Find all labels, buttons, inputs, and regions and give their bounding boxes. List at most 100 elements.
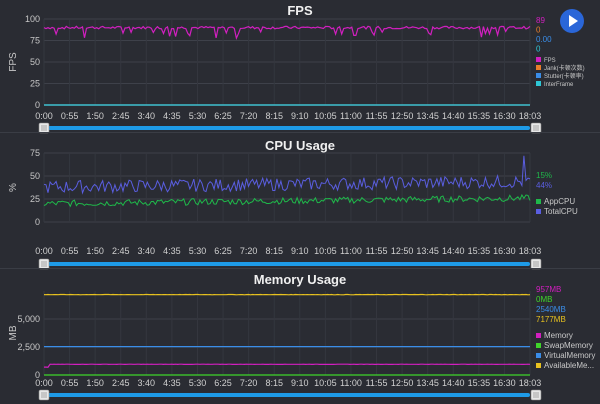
panel-divider (0, 132, 600, 133)
y-tick-label: 75 (30, 36, 40, 46)
slider-track[interactable] (44, 262, 530, 266)
range-slider[interactable] (38, 258, 542, 270)
x-tick-label: 1:50 (86, 246, 104, 256)
play-icon (569, 15, 578, 27)
current-value: 957MB (536, 285, 561, 294)
x-tick-label: 14:40 (442, 378, 465, 388)
panel-divider (0, 268, 600, 269)
x-tick-label: 4:35 (163, 111, 181, 121)
legend-swatch (536, 81, 541, 86)
legend-label: Stutter(卡顿率) (544, 72, 584, 80)
x-tick-label: 16:30 (493, 378, 516, 388)
x-tick-label: 9:10 (291, 246, 309, 256)
x-tick-label: 8:15 (265, 378, 283, 388)
chart-3: Memory Usage MB 0 2,500 5,000 0:00 0:55 1:50 2:4… (8, 272, 595, 388)
x-tick-label: 1:50 (86, 111, 104, 121)
y-axis-label: % (8, 183, 19, 192)
play-button[interactable] (560, 9, 584, 33)
x-tick-label: 11:00 (340, 246, 362, 256)
x-tick-label: 7:20 (240, 246, 258, 256)
legend-label: Jank(卡顿次数) (544, 64, 585, 72)
x-tick-label: 11:55 (366, 111, 388, 121)
slider-handle-left[interactable] (38, 122, 50, 134)
x-tick-label: 3:40 (138, 378, 156, 388)
y-tick-label: 2,500 (17, 342, 40, 352)
legend-label: SwapMemory (544, 341, 593, 350)
series-line-appcpu (43, 193, 531, 208)
y-axis-label: FPS (8, 52, 19, 72)
chart-title: FPS (287, 3, 313, 18)
slider-handle-right[interactable] (530, 258, 542, 270)
x-tick-label: 3:40 (138, 246, 156, 256)
x-tick-label: 13:45 (416, 378, 439, 388)
x-tick-label: 12:50 (391, 378, 414, 388)
current-value: 0 (536, 26, 541, 35)
x-tick-label: 6:25 (214, 111, 232, 121)
y-tick-label: 75 (30, 148, 40, 158)
x-tick-label: 8:15 (265, 111, 283, 121)
series-line-memory (44, 363, 531, 368)
x-tick-label: 2:45 (112, 111, 130, 121)
current-value: 89 (536, 16, 545, 25)
legend-label: AppCPU (544, 197, 575, 206)
x-tick-label: 16:30 (493, 111, 516, 121)
y-tick-label: 50 (30, 171, 40, 181)
range-slider[interactable] (38, 389, 542, 401)
legend-label: FPS (544, 58, 556, 64)
legend-label: AvailableMe... (544, 361, 594, 370)
x-tick-label: 0:00 (35, 378, 53, 388)
legend-swatch (536, 209, 541, 214)
slider-track[interactable] (44, 126, 530, 130)
x-tick-label: 9:10 (291, 111, 309, 121)
x-tick-label: 11:00 (340, 378, 362, 388)
legend-swatch (536, 353, 541, 358)
x-tick-label: 11:55 (366, 246, 388, 256)
legend-swatch (536, 73, 541, 78)
x-tick-label: 2:45 (112, 378, 130, 388)
x-tick-label: 14:40 (442, 111, 465, 121)
y-tick-label: 25 (30, 194, 40, 204)
x-tick-label: 1:50 (86, 378, 104, 388)
x-tick-label: 6:25 (214, 378, 232, 388)
y-tick-label: 0 (35, 217, 40, 227)
series-line-fps (43, 25, 531, 40)
x-tick-label: 0:00 (35, 246, 53, 256)
y-axis-label: MB (8, 325, 19, 340)
legend-swatch (536, 333, 541, 338)
x-tick-label: 5:30 (189, 378, 207, 388)
x-tick-label: 4:35 (163, 246, 181, 256)
slider-handle-left[interactable] (38, 389, 50, 401)
x-tick-label: 0:55 (61, 111, 79, 121)
x-tick-label: 7:20 (240, 378, 258, 388)
current-value: 15% (536, 171, 552, 180)
x-tick-label: 9:10 (291, 378, 309, 388)
slider-handle-right[interactable] (530, 122, 542, 134)
series-line-totalcpu (43, 155, 531, 195)
range-slider[interactable] (38, 122, 542, 134)
legend-label: VirtualMemory (544, 351, 595, 360)
x-tick-label: 6:25 (214, 246, 232, 256)
x-tick-label: 2:45 (112, 246, 130, 256)
x-tick-label: 18:03 (519, 246, 542, 256)
x-tick-label: 8:15 (265, 246, 283, 256)
chart-title: CPU Usage (265, 138, 335, 153)
x-tick-label: 14:40 (442, 246, 465, 256)
slider-track[interactable] (44, 393, 530, 397)
y-tick-label: 25 (30, 79, 40, 89)
x-tick-label: 18:03 (519, 111, 542, 121)
x-tick-label: 13:45 (416, 111, 439, 121)
x-tick-label: 10:05 (314, 111, 337, 121)
x-tick-label: 16:30 (493, 246, 516, 256)
slider-handle-left[interactable] (38, 258, 50, 270)
legend-swatch (536, 343, 541, 348)
legend-swatch (536, 57, 541, 62)
legend-swatch (536, 363, 541, 368)
x-tick-label: 12:50 (391, 111, 414, 121)
current-value: 0 (536, 45, 541, 54)
x-tick-label: 15:35 (468, 246, 491, 256)
x-tick-label: 3:40 (138, 111, 156, 121)
x-tick-label: 7:20 (240, 111, 258, 121)
y-tick-label: 0 (35, 100, 40, 110)
slider-handle-right[interactable] (530, 389, 542, 401)
